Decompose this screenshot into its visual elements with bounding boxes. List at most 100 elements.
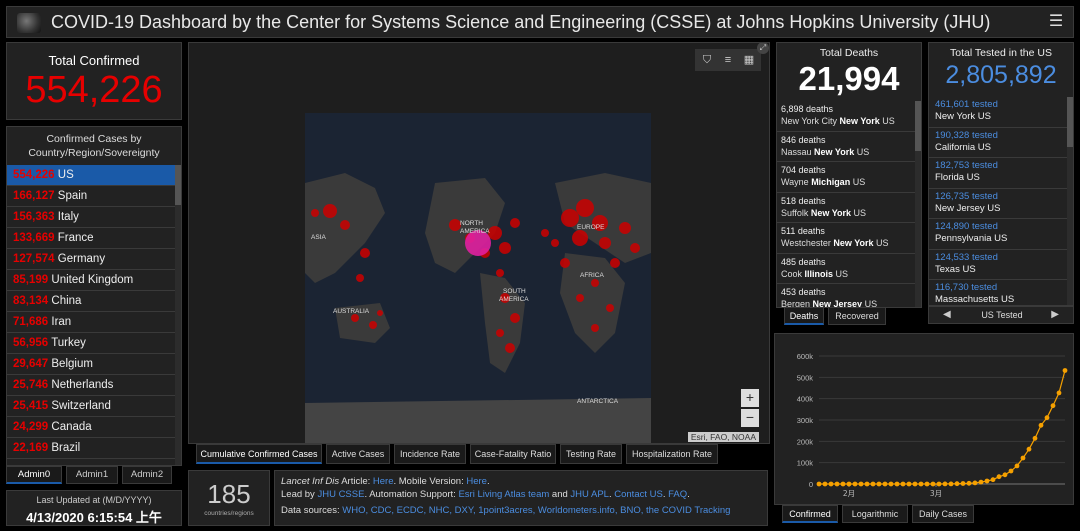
prev-arrow-icon[interactable]: ◀ <box>943 309 951 320</box>
data-point[interactable] <box>834 481 840 487</box>
next-arrow-icon[interactable]: ▶ <box>1051 309 1059 320</box>
jhu-apl-link[interactable]: JHU APL <box>570 488 609 500</box>
data-point[interactable] <box>924 481 930 487</box>
data-point[interactable] <box>906 481 912 487</box>
zoom-in-button[interactable]: + <box>741 389 759 407</box>
tab-recovered[interactable]: Recovered <box>828 307 886 325</box>
country-row[interactable]: 24,299 Canada <box>7 417 177 438</box>
list-icon[interactable]: ≡ <box>724 54 732 66</box>
data-point[interactable] <box>960 481 966 486</box>
country-row[interactable]: 25,746 Netherlands <box>7 375 177 396</box>
data-point[interactable] <box>828 481 834 487</box>
jhu-csse-link[interactable]: JHU CSSE <box>317 488 365 500</box>
data-point[interactable] <box>816 481 822 487</box>
country-row[interactable]: 29,647 Belgium <box>7 354 177 375</box>
data-point[interactable] <box>942 481 948 487</box>
data-point[interactable] <box>954 481 960 487</box>
tab-active-cases[interactable]: Active Cases <box>326 444 390 464</box>
death-row[interactable]: 518 deaths Suffolk New York US <box>777 193 917 223</box>
data-point[interactable] <box>858 481 864 487</box>
data-point[interactable] <box>1044 415 1050 421</box>
data-point[interactable] <box>1032 435 1038 441</box>
data-point[interactable] <box>870 481 876 487</box>
tab-case-fatality-ratio[interactable]: Case-Fatality Ratio <box>470 444 556 464</box>
tested-row[interactable]: 182,753 tested Florida US <box>929 158 1069 189</box>
data-point[interactable] <box>978 479 984 485</box>
country-row[interactable]: 22,169 Brazil <box>7 438 177 459</box>
country-row[interactable]: 85,199 United Kingdom <box>7 270 177 291</box>
data-point[interactable] <box>846 481 852 487</box>
tab-hospitalization-rate[interactable]: Hospitalization Rate <box>626 444 718 464</box>
death-row[interactable]: 485 deaths Cook Illinois US <box>777 254 917 284</box>
death-row[interactable]: 704 deaths Wayne Michigan US <box>777 162 917 193</box>
tab-cumulative-confirmed[interactable]: Cumulative Confirmed Cases <box>196 444 322 464</box>
world-map[interactable]: ASIA NORTH AMERICA EUROPE AFRICA SOUTH A… <box>305 113 651 443</box>
tested-row[interactable]: 116,730 tested Massachusetts US <box>929 280 1069 305</box>
tested-list-scrollbar[interactable] <box>1067 97 1073 305</box>
data-point[interactable] <box>966 480 972 486</box>
death-row[interactable]: 453 deaths Bergen New Jersey US <box>777 284 917 307</box>
country-row[interactable]: 25,415 Switzerland <box>7 396 177 417</box>
data-point[interactable] <box>1020 455 1026 461</box>
data-point[interactable] <box>1050 403 1056 409</box>
tab-confirmed-chart[interactable]: Confirmed <box>782 505 838 523</box>
death-row[interactable]: 6,898 deaths New York City New York US <box>777 101 917 132</box>
data-point[interactable] <box>840 481 846 487</box>
country-row[interactable]: 83,134 China <box>7 291 177 312</box>
data-point[interactable] <box>1002 472 1008 478</box>
esri-link[interactable]: Esri Living Atlas team <box>458 488 550 500</box>
data-point[interactable] <box>948 481 954 487</box>
country-row[interactable]: 56,956 Turkey <box>7 333 177 354</box>
data-sources-links[interactable]: WHO, CDC, ECDC, NHC, DXY, 1point3acres, … <box>342 505 731 516</box>
expand-icon[interactable]: ⤢ <box>757 43 769 54</box>
data-point[interactable] <box>894 481 900 487</box>
country-row[interactable]: 554,226 US <box>7 165 177 186</box>
tab-testing-rate[interactable]: Testing Rate <box>560 444 622 464</box>
tab-admin0[interactable]: Admin0 <box>6 466 62 484</box>
tested-row[interactable]: 190,328 tested California US <box>929 128 1069 158</box>
tab-logarithmic-chart[interactable]: Logarithmic <box>842 505 908 523</box>
country-row[interactable]: 166,127 Spain <box>7 186 177 207</box>
tested-row[interactable]: 124,890 tested Pennsylvania US <box>929 219 1069 250</box>
tab-incidence-rate[interactable]: Incidence Rate <box>394 444 466 464</box>
hamburger-icon[interactable]: ☰ <box>1048 13 1064 30</box>
grid-icon[interactable]: ▦ <box>743 54 755 66</box>
data-point[interactable] <box>882 481 888 487</box>
data-point[interactable] <box>1014 463 1020 469</box>
data-point[interactable] <box>912 481 918 487</box>
zoom-out-button[interactable]: − <box>741 409 759 427</box>
country-row[interactable]: 71,686 Iran <box>7 312 177 333</box>
data-point[interactable] <box>984 478 990 484</box>
death-row[interactable]: 846 deaths Nassau New York US <box>777 132 917 162</box>
data-point[interactable] <box>888 481 894 487</box>
data-point[interactable] <box>1056 390 1062 396</box>
country-list-scrollbar[interactable] <box>175 165 181 465</box>
mobile-link[interactable]: Here <box>466 476 487 487</box>
tested-row[interactable]: 126,735 tested New Jersey US <box>929 189 1069 219</box>
data-point[interactable] <box>1062 368 1068 373</box>
data-point[interactable] <box>918 481 924 487</box>
data-point[interactable] <box>1026 446 1032 452</box>
article-link[interactable]: Here <box>372 476 394 487</box>
data-point[interactable] <box>1038 422 1044 428</box>
tab-daily-cases-chart[interactable]: Daily Cases <box>912 505 974 523</box>
data-point[interactable] <box>930 481 936 487</box>
data-point[interactable] <box>822 481 828 487</box>
tab-deaths[interactable]: Deaths <box>784 307 824 325</box>
data-point[interactable] <box>864 481 870 487</box>
data-point[interactable] <box>900 481 906 487</box>
country-row[interactable]: 133,669 France <box>7 228 177 249</box>
data-point[interactable] <box>876 481 882 487</box>
country-row[interactable]: 127,574 Germany <box>7 249 177 270</box>
tested-row[interactable]: 124,533 tested Texas US <box>929 250 1069 280</box>
data-point[interactable] <box>936 481 942 487</box>
country-row[interactable]: 156,363 Italy <box>7 207 177 228</box>
data-point[interactable] <box>990 477 996 483</box>
tab-admin1[interactable]: Admin1 <box>66 466 118 484</box>
deaths-list-scrollbar[interactable] <box>915 101 921 307</box>
data-point[interactable] <box>1008 468 1014 474</box>
tab-admin2[interactable]: Admin2 <box>122 466 172 484</box>
death-row[interactable]: 511 deaths Westchester New York US <box>777 223 917 254</box>
scrollbar-thumb[interactable] <box>175 165 181 205</box>
bookmark-icon[interactable]: ⛉ <box>702 54 712 66</box>
